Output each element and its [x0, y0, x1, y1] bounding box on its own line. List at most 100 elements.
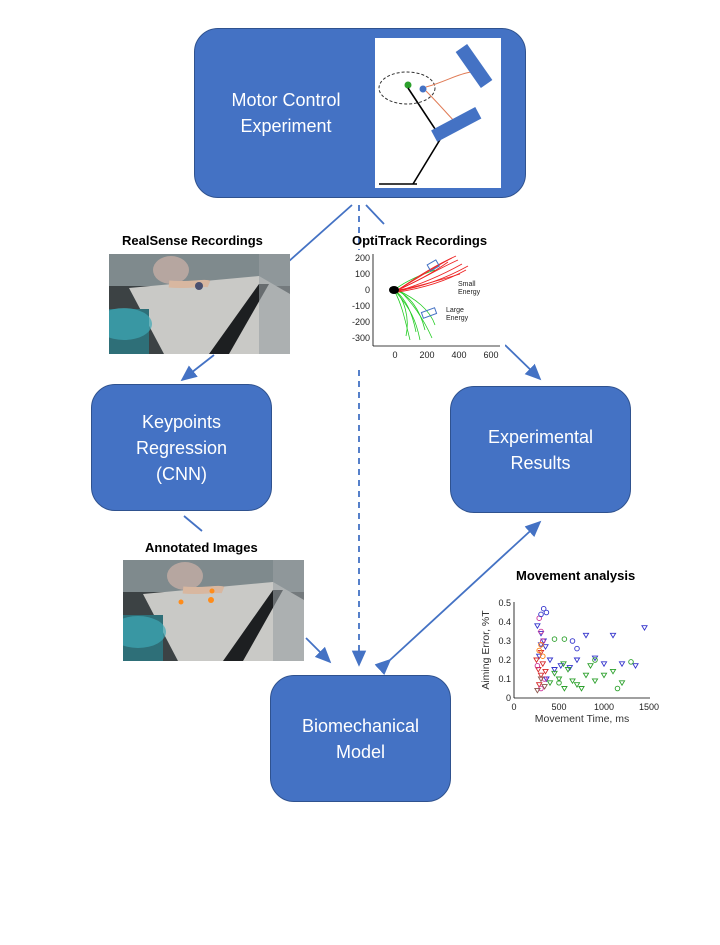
arrow-annotated-to-biomech	[305, 637, 332, 664]
optitrack-y-tick: -100	[352, 301, 370, 311]
realsense-recording-photo	[109, 254, 290, 354]
optitrack-y-tick: 200	[355, 253, 370, 263]
scatter-x-tick: 0	[511, 702, 516, 712]
scatter-point	[573, 682, 581, 688]
scatter-point	[560, 661, 567, 668]
experimental-results-box: Experimental Results	[450, 386, 631, 513]
scatter-points	[533, 605, 648, 694]
optitrack-y-tick: -200	[352, 317, 370, 327]
scatter-x-tick: 500	[551, 702, 566, 712]
scatter-point	[641, 625, 648, 631]
optitrack-y-tick: -300	[352, 333, 370, 343]
optitrack-trajectories-red	[396, 255, 469, 293]
scatter-point	[574, 645, 580, 652]
scatter-point	[542, 644, 549, 650]
scatter-point	[569, 638, 576, 644]
scatter-point	[546, 657, 554, 664]
scatter-point	[537, 672, 545, 679]
scatter-point	[540, 653, 546, 659]
scatter-point	[618, 680, 626, 687]
scatter-point	[587, 663, 594, 669]
optitrack-y-tick: 0	[365, 285, 370, 295]
scatter-x-tick: 1500	[639, 702, 659, 712]
annotated-caption: Annotated Images	[145, 540, 258, 555]
scatter-y-tick: 0.5	[498, 598, 511, 608]
biomechanical-model-box: Biomechanical Model	[270, 675, 451, 802]
scatter-y-tick: 0.2	[498, 655, 511, 665]
optitrack-plot: 200 100 0 -100 -200 -300 0 200 400 600	[340, 250, 505, 365]
scatter-point	[569, 678, 576, 685]
scatter-point	[541, 684, 548, 690]
motor-control-label: Motor Control Experiment	[231, 90, 341, 136]
scatter-point	[600, 661, 608, 668]
scatter-point	[564, 667, 572, 673]
arrow-optitrack-to-results	[504, 344, 542, 381]
line-motor-to-optitrack	[365, 204, 385, 225]
arrow-realsense-to-keypoints	[180, 354, 215, 382]
scatter-point	[551, 670, 558, 677]
scatter-point	[539, 661, 547, 668]
scatter-point	[573, 657, 581, 664]
optitrack-small-energy-label-line: Energy	[458, 289, 481, 296]
scatter-point	[542, 668, 549, 675]
scatter-point	[538, 628, 544, 635]
scatter-point	[600, 672, 608, 679]
scatter-point	[614, 685, 621, 692]
scatter-point	[533, 657, 540, 664]
scatter-point	[557, 663, 565, 669]
scatter-point	[561, 636, 568, 642]
scatter-point	[582, 672, 590, 679]
arrow-results-biomech	[374, 520, 542, 676]
scatter-y-ticks: 0 0.1 0.2 0.3 0.4 0.5	[498, 598, 511, 703]
scatter-point	[543, 609, 550, 616]
optitrack-caption: OptiTrack Recordings	[352, 233, 488, 248]
optitrack-x-tick: 400	[451, 350, 466, 360]
line-keypoints-to-annotated	[183, 515, 203, 532]
optitrack-x-tick: 200	[419, 350, 434, 360]
scatter-point	[534, 662, 541, 669]
optitrack-x-tick: 0	[392, 350, 397, 360]
biomech-label: Biomechanical Model	[301, 715, 420, 762]
scatter-point	[538, 611, 544, 618]
scatter-point	[618, 661, 626, 668]
scatter-point	[538, 642, 544, 648]
movement-analysis-chart: 0 0.1 0.2 0.3 0.4 0.5 0 500 1000 1500 Mo…	[478, 592, 668, 732]
optitrack-x-tick: 600	[483, 350, 498, 360]
scatter-y-tick: 0	[506, 693, 511, 703]
scatter-point	[534, 687, 541, 694]
scatter-point	[546, 680, 554, 687]
scatter-point	[556, 680, 562, 686]
optitrack-x-ticks: 0 200 400 600	[392, 350, 498, 360]
optitrack-y-ticks: 200 100 0 -100 -200 -300	[352, 253, 370, 343]
realsense-caption: RealSense Recordings	[122, 233, 263, 248]
scatter-point	[540, 605, 547, 612]
scatter-point	[578, 686, 585, 692]
movement-caption: Movement analysis	[516, 568, 636, 583]
keypoints-label: Keypoints Regression (CNN)	[135, 411, 228, 484]
keypoints-regression-box: Keypoints Regression (CNN)	[91, 384, 272, 511]
scatter-y-tick: 0.4	[498, 617, 511, 627]
annotated-image-photo	[123, 560, 304, 661]
scatter-x-tick: 1000	[594, 702, 614, 712]
scatter-point	[628, 659, 634, 665]
scatter-x-ticks: 0 500 1000 1500	[511, 702, 659, 712]
optitrack-large-energy-label-line: Energy	[446, 315, 469, 322]
scatter-point	[592, 657, 598, 663]
line-motor-to-realsense	[287, 204, 353, 263]
optitrack-small-energy-label: Small	[458, 281, 476, 288]
svg-text:Small Energy: Small Energy	[458, 281, 481, 296]
scatter-y-tick: 0.1	[498, 674, 511, 684]
scatter-y-label: Aiming Error, %T	[480, 610, 492, 690]
scatter-point	[561, 686, 568, 692]
svg-text:Large Energy: Large Energy	[446, 307, 469, 322]
scatter-y-tick: 0.3	[498, 636, 511, 646]
scatter-point	[536, 647, 542, 654]
scatter-point	[535, 682, 543, 688]
scatter-point	[551, 636, 558, 642]
scatter-point	[537, 676, 545, 683]
optitrack-large-energy-label: Large	[446, 307, 464, 314]
scatter-point	[582, 632, 590, 639]
scatter-point	[551, 667, 558, 673]
scatter-point	[534, 623, 541, 630]
scatter-point	[591, 678, 599, 685]
